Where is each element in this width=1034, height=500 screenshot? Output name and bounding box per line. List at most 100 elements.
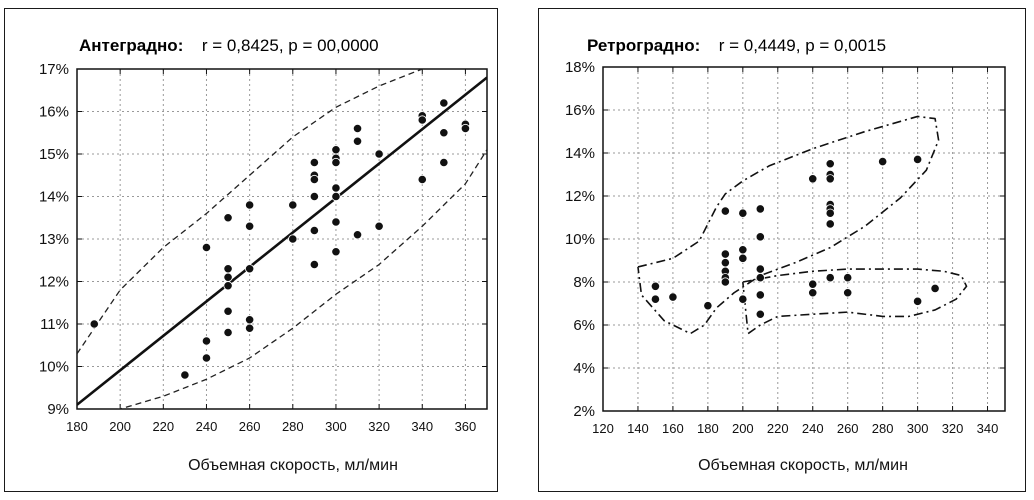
data-point — [808, 174, 818, 184]
y-tick-label: 17% — [39, 61, 69, 78]
y-tick-label: 16% — [565, 102, 595, 119]
x-axis-label: Объемная скорость, мл/мин — [188, 457, 398, 474]
data-point — [755, 309, 765, 319]
x-tick-label: 160 — [662, 421, 684, 436]
data-point — [738, 245, 748, 255]
x-tick-label: 200 — [109, 419, 131, 434]
data-point — [843, 273, 853, 283]
data-point — [439, 157, 449, 168]
data-point — [808, 279, 818, 289]
chart-title-retrograde: Ретроградно: r = 0,4449, p = 0,0015 — [587, 36, 886, 55]
data-point — [245, 323, 255, 333]
data-point — [180, 370, 190, 380]
data-point — [223, 306, 233, 316]
data-point — [201, 353, 212, 363]
chart-title-stats: r = 0,4449, p = 0,0015 — [719, 36, 886, 55]
data-point — [668, 292, 678, 302]
x-tick-label: 240 — [196, 419, 218, 434]
data-point — [755, 290, 765, 300]
plot-series-layer — [77, 69, 487, 409]
data-point — [650, 294, 661, 304]
data-point — [245, 315, 255, 325]
y-tick-label: 8% — [573, 274, 595, 291]
data-point — [288, 234, 298, 244]
data-point — [720, 258, 730, 268]
data-point — [309, 157, 319, 168]
data-point — [331, 217, 341, 227]
data-point — [223, 213, 233, 223]
y-tick-label: 10% — [39, 359, 69, 376]
chart-panel-antegrade: Антеградно: r = 0,8425, p = 00,0000 Объе… — [4, 8, 498, 492]
data-point — [374, 221, 384, 231]
y-tick-label: 12% — [565, 188, 595, 205]
data-point — [352, 136, 363, 146]
data-point — [417, 115, 427, 125]
data-point — [331, 157, 341, 168]
chart-retrograde: Ретроградно: r = 0,4449, p = 0,0015 Объе… — [565, 36, 1006, 474]
y-tick-label: 2% — [573, 403, 595, 420]
data-point — [825, 159, 835, 169]
chart-title-bold: Ретроградно: — [587, 36, 700, 55]
data-point — [331, 191, 341, 202]
data-point — [755, 204, 765, 214]
chart-title-antegrade: Антеградно: r = 0,8425, p = 00,0000 — [79, 36, 379, 55]
data-point — [331, 183, 341, 193]
data-point — [245, 200, 255, 210]
ellipse-region-1 — [637, 115, 940, 335]
data-point — [930, 283, 940, 294]
data-point — [201, 242, 212, 253]
y-tick-label: 10% — [565, 231, 595, 248]
data-point — [825, 174, 835, 184]
y-tick-label: 14% — [565, 145, 595, 162]
data-point — [309, 259, 319, 270]
chart-title-stats: r = 0,8425, p = 00,0000 — [202, 36, 379, 55]
data-point — [245, 264, 255, 274]
data-point — [825, 219, 835, 229]
data-point — [245, 221, 255, 231]
data-point — [374, 149, 384, 159]
data-point — [720, 277, 730, 287]
data-point — [89, 319, 99, 329]
data-point — [352, 123, 363, 134]
chart-title-bold: Антеградно: — [79, 36, 183, 55]
data-point — [309, 225, 319, 236]
data-point — [755, 264, 765, 274]
data-point — [460, 123, 471, 134]
data-point — [288, 200, 298, 210]
data-point — [352, 230, 363, 240]
data-point — [808, 288, 818, 298]
x-tick-label: 180 — [697, 421, 719, 436]
x-tick-label: 260 — [239, 419, 261, 434]
x-tick-label: 140 — [627, 421, 649, 436]
x-tick-label: 360 — [455, 419, 477, 434]
plot-series-layer — [637, 115, 968, 335]
plot-area: 120 140 160 180 200 220 240 260 280 300 320 340 2% 4%… — [565, 59, 1006, 436]
x-tick-label: 320 — [942, 421, 964, 436]
data-point — [843, 288, 853, 298]
data-point — [738, 253, 748, 263]
data-point — [309, 191, 319, 202]
x-tick-label: 180 — [66, 419, 88, 434]
y-tick-label: 13% — [39, 231, 69, 248]
data-point — [439, 128, 449, 138]
confidence-band-lower — [116, 149, 487, 409]
data-point — [223, 327, 233, 338]
x-tick-label: 200 — [732, 421, 754, 436]
data-point — [755, 232, 765, 242]
x-tick-label: 260 — [837, 421, 859, 436]
chart-antegrade: Антеградно: r = 0,8425, p = 00,0000 Объе… — [39, 36, 488, 474]
y-tick-label: 9% — [47, 401, 69, 418]
x-tick-label: 340 — [977, 421, 999, 436]
data-point — [720, 249, 730, 259]
x-tick-label: 300 — [907, 421, 929, 436]
data-point — [223, 264, 233, 274]
x-axis-label: Объемная скорость, мл/мин — [698, 457, 908, 474]
data-point — [201, 336, 212, 346]
data-point — [913, 296, 923, 306]
y-tick-label: 6% — [573, 317, 595, 334]
y-tick-label: 18% — [565, 59, 595, 76]
data-point — [331, 145, 341, 155]
y-tick-label: 12% — [39, 274, 69, 291]
chart-panel-retrograde: Ретроградно: r = 0,4449, p = 0,0015 Объе… — [538, 8, 1026, 492]
data-point — [223, 272, 233, 282]
